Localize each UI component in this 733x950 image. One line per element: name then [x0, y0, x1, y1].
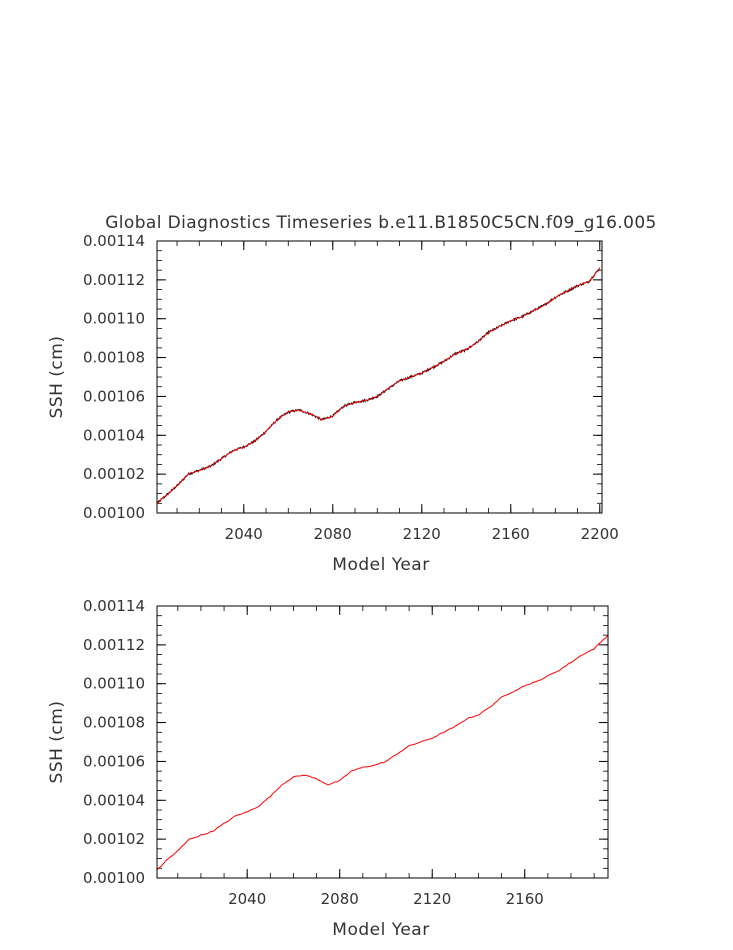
- y-tick-label: 0.00102: [83, 830, 145, 848]
- y-axis-label: SSH (cm): [47, 701, 67, 784]
- x-axis-label: Model Year: [332, 920, 429, 940]
- tick-marks: [157, 240, 602, 514]
- series-line-annual: [156, 268, 601, 504]
- chart-top: Global Diagnostics Timeseries b.e11.B185…: [47, 213, 657, 575]
- tick-marks: [157, 605, 608, 879]
- x-tick-labels: 2040 2080 2120 2160: [228, 890, 544, 908]
- x-tick-label: 2040: [228, 890, 266, 908]
- y-tick-label: 0.00108: [83, 714, 145, 732]
- y-tick-label: 0.00100: [83, 869, 145, 887]
- y-tick-label: 0.00100: [83, 504, 145, 522]
- series-line-monthly: [156, 267, 601, 504]
- y-tick-label: 0.00104: [83, 426, 145, 444]
- plot-frame: [156, 240, 603, 514]
- series-lines: [156, 267, 601, 504]
- y-tick-label: 0.00110: [83, 675, 145, 693]
- x-tick-label: 2120: [413, 890, 451, 908]
- x-tick-label: 2200: [581, 525, 619, 543]
- y-tick-label: 0.00112: [83, 636, 145, 654]
- x-tick-label: 2120: [403, 525, 441, 543]
- x-tick-label: 2040: [225, 525, 263, 543]
- y-tick-label: 0.00112: [83, 271, 145, 289]
- chart-bottom: 0.00100 0.00102 0.00104 0.00106 0.00108 0.001…: [47, 597, 609, 940]
- y-tick-label: 0.00114: [83, 232, 145, 250]
- series-lines: [156, 634, 609, 871]
- x-tick-label: 2160: [506, 890, 544, 908]
- y-tick-label: 0.00108: [83, 349, 145, 367]
- y-axis-label: SSH (cm): [47, 336, 67, 419]
- y-tick-label: 0.00104: [83, 791, 145, 809]
- series-line-smoothed: [156, 634, 609, 871]
- x-axis-label: Model Year: [332, 555, 429, 575]
- x-tick-labels: 2040 2080 2120 2160 2200: [225, 525, 619, 543]
- plot-frame: [156, 605, 609, 879]
- y-tick-label: 0.00106: [83, 387, 145, 405]
- y-tick-labels: 0.00100 0.00102 0.00104 0.00106 0.00108 0.001…: [83, 597, 145, 887]
- y-tick-label: 0.00114: [83, 597, 145, 615]
- x-tick-label: 2080: [314, 525, 352, 543]
- y-tick-label: 0.00110: [83, 310, 145, 328]
- y-tick-labels: 0.00100 0.00102 0.00104 0.00106 0.00108 0.001…: [83, 232, 145, 522]
- x-tick-label: 2080: [321, 890, 359, 908]
- chart-title: Global Diagnostics Timeseries b.e11.B185…: [105, 213, 657, 233]
- y-tick-label: 0.00102: [83, 465, 145, 483]
- y-tick-label: 0.00106: [83, 752, 145, 770]
- x-tick-label: 2160: [492, 525, 530, 543]
